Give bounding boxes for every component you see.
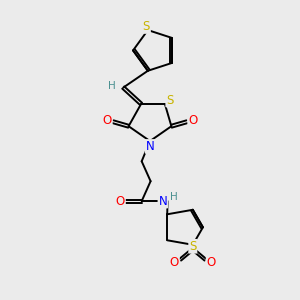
Text: N: N (146, 140, 154, 153)
Text: N: N (158, 195, 167, 208)
Text: O: O (103, 114, 112, 127)
Text: O: O (207, 256, 216, 268)
Text: S: S (189, 240, 196, 253)
Text: S: S (143, 20, 150, 33)
Text: O: O (188, 114, 197, 127)
Text: O: O (170, 256, 179, 268)
Text: H: H (108, 81, 116, 91)
Text: H: H (169, 192, 177, 202)
Text: S: S (166, 94, 174, 106)
Text: O: O (116, 195, 125, 208)
